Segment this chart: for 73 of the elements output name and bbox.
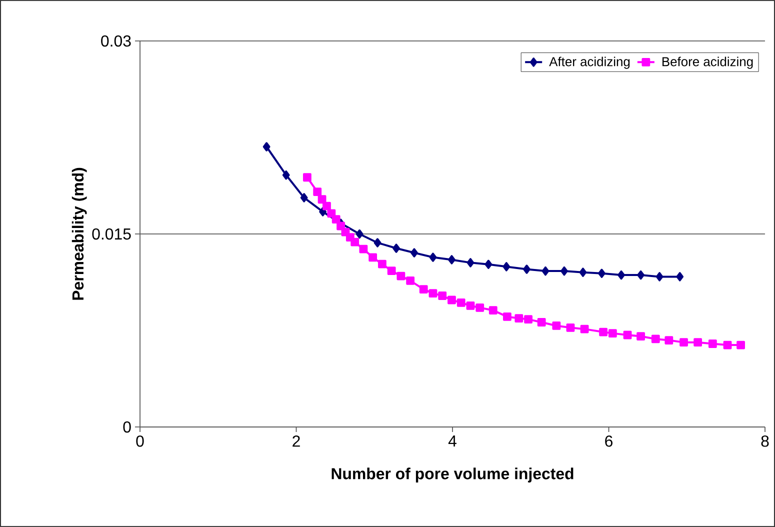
point	[736, 340, 745, 350]
y-tick-label: 0.03	[101, 35, 131, 47]
point	[537, 318, 546, 326]
legend-label: Before acidizing	[662, 56, 753, 69]
point	[378, 260, 386, 268]
point	[396, 272, 406, 280]
point	[387, 266, 396, 275]
point	[618, 270, 625, 280]
point	[438, 292, 447, 300]
point	[598, 268, 606, 278]
point	[410, 248, 418, 258]
point	[676, 272, 684, 282]
point	[523, 264, 530, 274]
x-tick-label: 6	[605, 436, 612, 447]
point	[332, 215, 340, 224]
point	[419, 285, 428, 294]
point	[327, 209, 336, 218]
point	[448, 255, 456, 264]
point	[608, 329, 617, 338]
point	[428, 289, 438, 298]
point	[694, 338, 702, 347]
point	[708, 340, 717, 348]
point	[313, 188, 322, 196]
point	[514, 314, 524, 322]
y-tick-label: 0.015	[92, 228, 131, 240]
point	[359, 244, 368, 254]
point	[448, 296, 456, 304]
point	[300, 193, 308, 202]
x-tick-label: 2	[292, 436, 300, 447]
point	[356, 229, 364, 239]
x-tick-label: 0	[136, 436, 144, 447]
point	[542, 266, 550, 276]
point	[350, 238, 360, 246]
point	[580, 324, 589, 334]
point	[524, 315, 532, 324]
point	[502, 262, 510, 272]
y-axis-title: Permeability (md)	[72, 168, 87, 300]
point	[476, 304, 484, 312]
point	[579, 268, 587, 277]
point	[488, 306, 498, 314]
point	[599, 328, 608, 336]
point	[651, 334, 660, 344]
point	[368, 253, 378, 262]
x-axis-title: Number of pore volume injected	[332, 468, 574, 482]
point	[466, 301, 475, 310]
point	[262, 142, 270, 152]
point	[392, 244, 400, 253]
point	[406, 276, 415, 285]
x-tick-label: 4	[448, 436, 456, 446]
point	[723, 340, 732, 350]
point	[637, 270, 644, 280]
point	[502, 312, 512, 321]
x-tick-label: 8	[761, 436, 769, 447]
point	[636, 332, 645, 340]
point	[560, 266, 568, 276]
point	[302, 173, 312, 182]
point	[680, 338, 688, 347]
point	[318, 195, 326, 204]
point	[322, 202, 331, 210]
point	[456, 298, 466, 307]
point	[484, 260, 492, 269]
point	[429, 252, 437, 262]
point	[664, 336, 674, 344]
point	[656, 272, 664, 282]
point	[374, 238, 382, 248]
point	[466, 258, 474, 268]
point	[566, 323, 575, 332]
point	[336, 222, 345, 230]
point	[282, 170, 290, 180]
legend-label: After acidizing	[549, 56, 630, 69]
point	[552, 322, 561, 330]
y-tick-label: 0	[123, 421, 131, 433]
point	[623, 330, 632, 340]
